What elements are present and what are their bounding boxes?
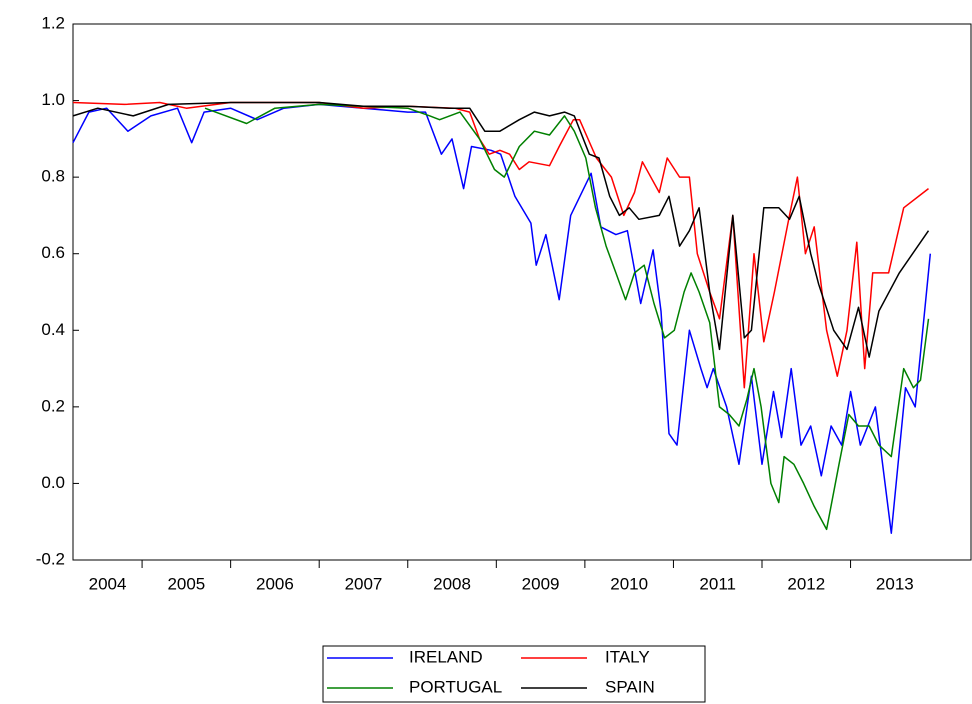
- series-line: [72, 101, 929, 389]
- legend-label: IRELAND: [409, 647, 483, 666]
- x-tick-label: 2006: [256, 574, 294, 593]
- y-tick-label: 0.0: [41, 473, 65, 492]
- series-line: [72, 103, 932, 534]
- x-tick-label: 2009: [522, 574, 560, 593]
- x-tick-label: 2004: [89, 574, 127, 593]
- y-tick-label: 0.4: [41, 320, 65, 339]
- legend-box: [322, 645, 706, 703]
- series-line: [204, 103, 930, 531]
- x-tick-label: 2008: [433, 574, 471, 593]
- series-line: [72, 101, 930, 358]
- plot-frame: [72, 23, 972, 561]
- y-tick-label: 1.2: [41, 13, 65, 32]
- x-tick-label: 2011: [699, 574, 736, 593]
- legend-label: PORTUGAL: [409, 677, 502, 696]
- legend-label: ITALY: [605, 647, 650, 666]
- y-tick-label: 0.6: [41, 243, 65, 262]
- x-tick-label: 2007: [345, 574, 383, 593]
- x-tick-label: 2010: [610, 574, 648, 593]
- x-tick-label: 2012: [787, 574, 825, 593]
- y-tick-label: 1.0: [41, 90, 65, 109]
- x-tick-label: 2005: [167, 574, 205, 593]
- y-tick-label: -0.2: [36, 549, 65, 568]
- y-tick-label: 0.8: [41, 167, 65, 186]
- legend-label: SPAIN: [605, 677, 655, 696]
- y-tick-label: 0.2: [41, 396, 65, 415]
- x-tick-label: 2013: [876, 574, 914, 593]
